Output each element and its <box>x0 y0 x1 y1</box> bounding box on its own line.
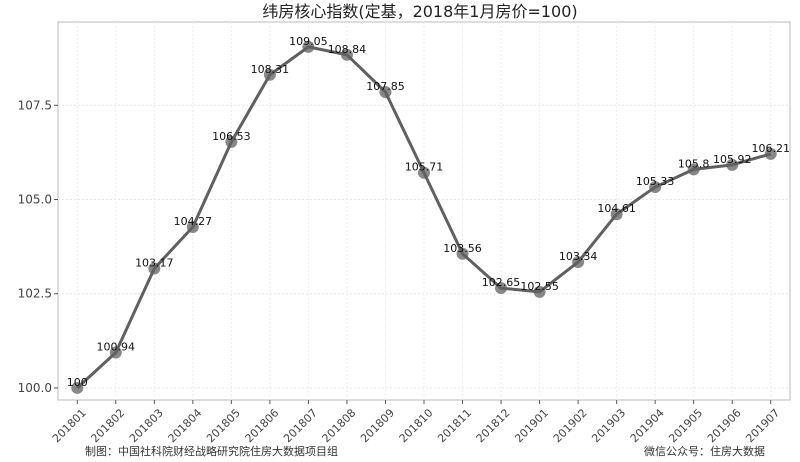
data-label: 109.05 <box>289 35 328 48</box>
data-label: 100.94 <box>97 341 136 354</box>
x-tick-label: 201808 <box>320 406 359 445</box>
y-tick-label: 105.0 <box>18 193 52 207</box>
data-label: 103.56 <box>443 242 482 255</box>
data-point <box>263 68 276 81</box>
data-point <box>109 346 122 359</box>
data-label: 103.17 <box>135 256 174 269</box>
data-label: 105.92 <box>713 153 752 166</box>
x-tick-label: 201804 <box>166 406 205 445</box>
data-point <box>148 262 161 275</box>
y-tick-label: 100.0 <box>18 381 52 395</box>
data-point <box>533 285 546 298</box>
data-label: 108.31 <box>251 63 290 76</box>
x-tick-label: 201904 <box>628 406 667 445</box>
x-tick-label: 201802 <box>88 406 127 445</box>
data-point <box>687 163 700 176</box>
data-label: 105.33 <box>636 175 675 188</box>
x-tick-label: 201903 <box>589 406 628 445</box>
data-label: 103.34 <box>559 250 598 263</box>
chart-title: 纬房核心指数(定基，2018年1月房价=100) <box>262 2 577 21</box>
x-tick-label: 201801 <box>50 406 89 445</box>
data-point <box>379 86 392 99</box>
data-point <box>610 208 623 221</box>
data-point <box>186 221 199 234</box>
data-label: 104.61 <box>597 202 636 215</box>
x-tick-label: 201906 <box>705 406 744 445</box>
x-tick-label: 201806 <box>243 406 282 445</box>
y-tick-label: 107.5 <box>18 98 52 112</box>
data-label: 108.84 <box>328 43 367 56</box>
data-point <box>495 282 508 295</box>
data-point <box>456 247 469 260</box>
data-label: 107.85 <box>366 80 405 93</box>
x-tick-label: 201901 <box>512 406 551 445</box>
data-point <box>302 40 315 53</box>
data-point <box>764 147 777 160</box>
x-tick-label: 201811 <box>435 406 474 445</box>
x-tick-label: 201905 <box>666 406 705 445</box>
data-label: 102.65 <box>482 276 521 289</box>
data-point <box>71 381 84 394</box>
footer-right: 微信公众号：住房大数据 <box>644 444 765 458</box>
data-label: 102.55 <box>520 280 559 293</box>
data-point <box>572 256 585 269</box>
data-point <box>726 158 739 171</box>
x-tick-label: 201805 <box>204 406 243 445</box>
x-tick-label: 201803 <box>127 406 166 445</box>
data-label: 105.71 <box>405 161 444 174</box>
data-point <box>340 48 353 61</box>
x-tick-label: 201810 <box>397 406 436 445</box>
data-point <box>225 135 238 148</box>
x-tick-label: 201902 <box>551 406 590 445</box>
x-tick-label: 201907 <box>743 406 782 445</box>
x-tick-label: 201812 <box>474 406 513 445</box>
data-point <box>649 181 662 194</box>
x-tick-label: 201809 <box>358 406 397 445</box>
y-tick-label: 102.5 <box>18 287 52 301</box>
data-label: 104.27 <box>174 215 213 228</box>
data-label: 106.53 <box>212 130 251 143</box>
data-label: 100 <box>67 376 88 389</box>
data-point <box>418 166 430 179</box>
x-tick-label: 201807 <box>281 406 320 445</box>
footer-left: 制图：中国社科院财经战略研究院住房大数据项目组 <box>85 444 338 458</box>
data-label: 106.21 <box>751 142 790 155</box>
data-label: 105.8 <box>678 157 710 170</box>
